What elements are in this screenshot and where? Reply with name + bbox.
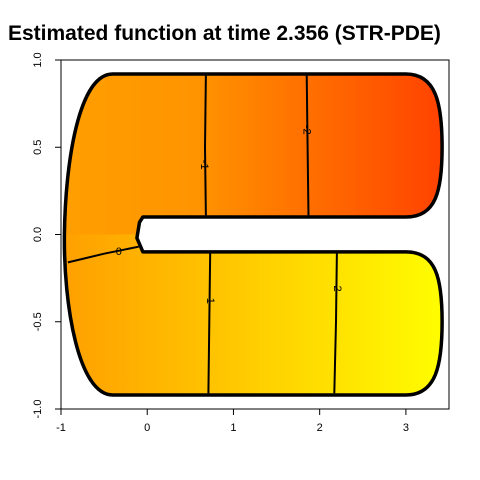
x-tick-label: 0 — [144, 422, 150, 434]
contour-line-2 — [333, 251, 338, 394]
y-tick-label: 0.0 — [32, 227, 44, 242]
contour-label--1: -1 — [198, 160, 210, 170]
contour-line-1 — [207, 251, 212, 394]
domain-boundary — [62, 72, 444, 397]
x-tick-label: 3 — [403, 422, 409, 434]
y-tick-label: -1.0 — [32, 400, 44, 419]
contour-label-1: 1 — [204, 298, 216, 304]
contour-line--2 — [305, 73, 310, 218]
contour-label--2: -2 — [301, 125, 313, 135]
contour-label-2: 2 — [331, 286, 343, 292]
contour-line--1 — [203, 73, 207, 218]
contour-line-0 — [67, 245, 139, 264]
contour-lines: -2 -1 0 1 2 — [67, 73, 343, 394]
x-tick-label: -1 — [56, 422, 66, 434]
y-tick-label: 1.0 — [32, 52, 44, 67]
y-axis: -1.0 -0.5 0.0 0.5 1.0 — [32, 52, 62, 419]
y-tick-label: 0.5 — [32, 140, 44, 155]
domain-fill — [64, 74, 443, 395]
x-tick-label: 2 — [317, 422, 323, 434]
lower-field — [64, 234, 443, 395]
y-tick-label: -0.5 — [32, 312, 44, 331]
contour-label-0: 0 — [116, 246, 122, 258]
x-axis: -1 0 1 2 3 — [56, 408, 409, 434]
chart-title: Estimated function at time 2.356 (STR-PD… — [8, 22, 441, 45]
x-tick-label: 1 — [230, 422, 236, 434]
upper-field — [64, 74, 443, 235]
